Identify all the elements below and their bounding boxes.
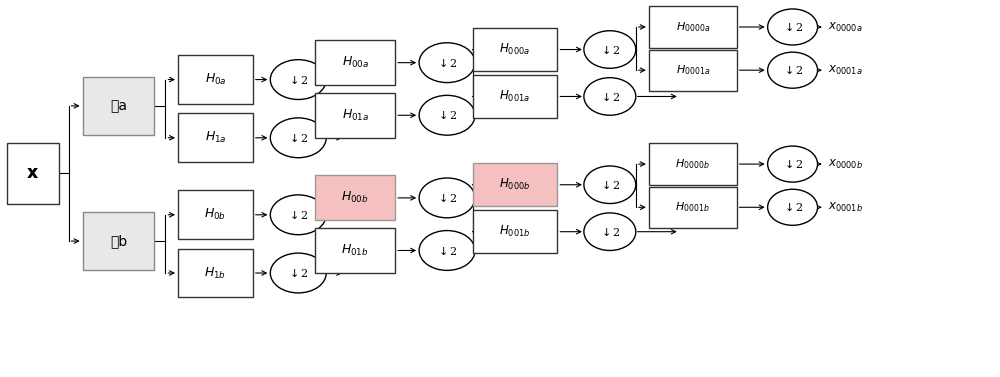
Ellipse shape bbox=[768, 146, 818, 182]
Ellipse shape bbox=[584, 166, 636, 204]
Ellipse shape bbox=[419, 95, 475, 135]
FancyBboxPatch shape bbox=[315, 175, 395, 221]
FancyBboxPatch shape bbox=[315, 40, 395, 85]
Ellipse shape bbox=[270, 195, 326, 235]
Ellipse shape bbox=[584, 213, 636, 250]
Text: $\downarrow$2: $\downarrow$2 bbox=[782, 21, 803, 33]
Text: $x_{0000b}$: $x_{0000b}$ bbox=[828, 158, 863, 171]
Text: $H_{01a}$: $H_{01a}$ bbox=[342, 108, 369, 123]
Text: $\downarrow$2: $\downarrow$2 bbox=[287, 267, 309, 279]
FancyBboxPatch shape bbox=[473, 75, 557, 118]
Text: $\downarrow$2: $\downarrow$2 bbox=[287, 74, 309, 86]
Ellipse shape bbox=[270, 253, 326, 293]
Text: 树b: 树b bbox=[110, 234, 127, 248]
Text: $\downarrow$2: $\downarrow$2 bbox=[599, 226, 621, 238]
FancyBboxPatch shape bbox=[83, 77, 154, 135]
Text: $\downarrow$2: $\downarrow$2 bbox=[599, 90, 621, 103]
Text: $x_{0000a}$: $x_{0000a}$ bbox=[828, 20, 862, 34]
FancyBboxPatch shape bbox=[649, 6, 737, 48]
Text: $x_{0001b}$: $x_{0001b}$ bbox=[828, 201, 863, 214]
FancyBboxPatch shape bbox=[473, 210, 557, 253]
Ellipse shape bbox=[419, 178, 475, 218]
Ellipse shape bbox=[584, 78, 636, 115]
FancyBboxPatch shape bbox=[83, 212, 154, 270]
FancyBboxPatch shape bbox=[473, 28, 557, 71]
Ellipse shape bbox=[270, 60, 326, 100]
Ellipse shape bbox=[768, 189, 818, 225]
Text: $H_{001b}$: $H_{001b}$ bbox=[499, 224, 531, 239]
Text: $H_{001a}$: $H_{001a}$ bbox=[499, 89, 531, 104]
Text: $\downarrow$2: $\downarrow$2 bbox=[782, 201, 803, 213]
Text: $H_{0000b}$: $H_{0000b}$ bbox=[675, 157, 710, 171]
Text: $\downarrow$2: $\downarrow$2 bbox=[436, 192, 458, 204]
FancyBboxPatch shape bbox=[315, 228, 395, 273]
FancyBboxPatch shape bbox=[178, 248, 253, 297]
Ellipse shape bbox=[768, 52, 818, 88]
Text: $\downarrow$2: $\downarrow$2 bbox=[436, 57, 458, 69]
Text: $H_{000a}$: $H_{000a}$ bbox=[499, 42, 531, 57]
FancyBboxPatch shape bbox=[178, 55, 253, 104]
Text: $H_{000b}$: $H_{000b}$ bbox=[499, 177, 531, 192]
FancyBboxPatch shape bbox=[7, 143, 59, 204]
Text: $H_{0b}$: $H_{0b}$ bbox=[204, 207, 226, 222]
FancyBboxPatch shape bbox=[178, 190, 253, 239]
FancyBboxPatch shape bbox=[473, 163, 557, 206]
FancyBboxPatch shape bbox=[649, 49, 737, 91]
Ellipse shape bbox=[768, 9, 818, 45]
Text: $H_{1a}$: $H_{1a}$ bbox=[205, 130, 226, 146]
Text: 树a: 树a bbox=[110, 99, 127, 113]
Ellipse shape bbox=[584, 31, 636, 68]
Text: $\mathbf{x}$: $\mathbf{x}$ bbox=[26, 165, 39, 182]
Text: $\downarrow$2: $\downarrow$2 bbox=[287, 209, 309, 221]
FancyBboxPatch shape bbox=[315, 93, 395, 138]
Text: $\downarrow$2: $\downarrow$2 bbox=[599, 179, 621, 191]
Text: $\downarrow$2: $\downarrow$2 bbox=[436, 109, 458, 121]
Text: $H_{01b}$: $H_{01b}$ bbox=[341, 243, 369, 258]
Ellipse shape bbox=[270, 118, 326, 158]
Text: x: x bbox=[27, 164, 38, 182]
Text: $\downarrow$2: $\downarrow$2 bbox=[599, 43, 621, 55]
Text: $\downarrow$2: $\downarrow$2 bbox=[782, 158, 803, 170]
Text: $\downarrow$2: $\downarrow$2 bbox=[436, 244, 458, 256]
FancyBboxPatch shape bbox=[649, 187, 737, 228]
FancyBboxPatch shape bbox=[178, 113, 253, 162]
Text: $H_{0000a}$: $H_{0000a}$ bbox=[676, 20, 710, 34]
Text: $H_{00a}$: $H_{00a}$ bbox=[342, 55, 369, 70]
Text: $\downarrow$2: $\downarrow$2 bbox=[287, 132, 309, 144]
Text: $H_{00b}$: $H_{00b}$ bbox=[341, 190, 369, 205]
Text: $H_{0001b}$: $H_{0001b}$ bbox=[675, 201, 710, 214]
Text: $\downarrow$2: $\downarrow$2 bbox=[782, 64, 803, 76]
Ellipse shape bbox=[419, 43, 475, 83]
Ellipse shape bbox=[419, 231, 475, 270]
FancyBboxPatch shape bbox=[649, 143, 737, 185]
Text: $H_{0001a}$: $H_{0001a}$ bbox=[676, 63, 710, 77]
Text: $H_{1b}$: $H_{1b}$ bbox=[204, 265, 226, 280]
Text: $H_{0a}$: $H_{0a}$ bbox=[205, 72, 226, 87]
Text: $x_{0001a}$: $x_{0001a}$ bbox=[828, 64, 862, 77]
